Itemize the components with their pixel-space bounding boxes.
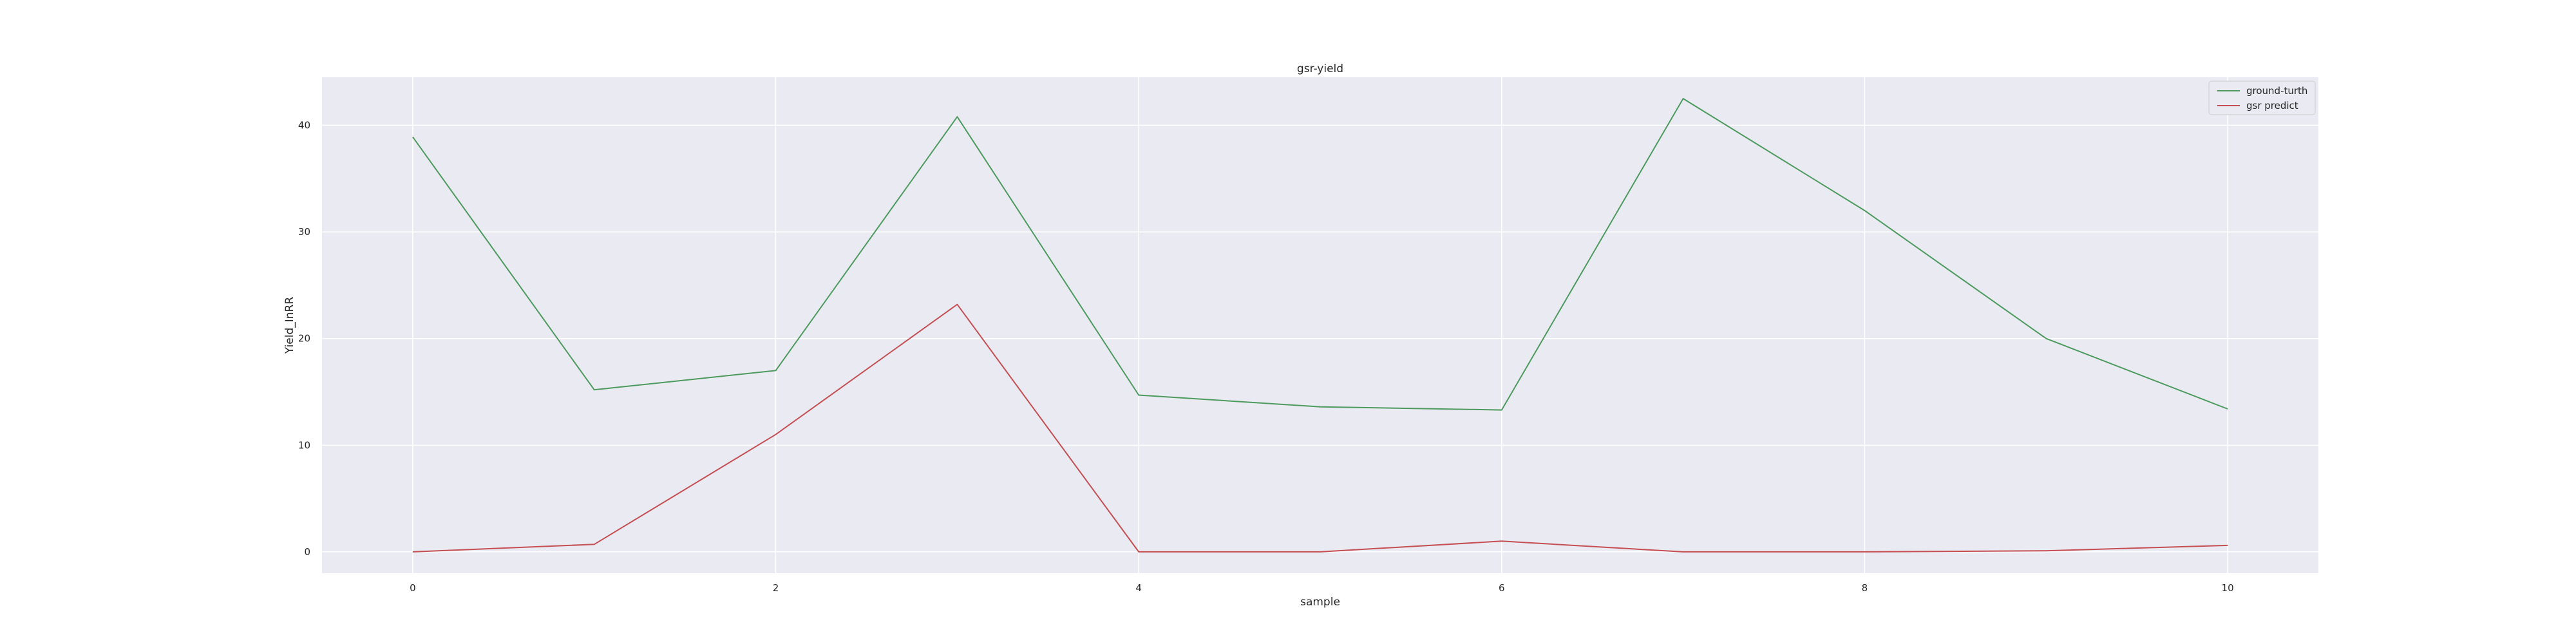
x-tick-label: 8	[1862, 582, 1868, 594]
x-tick-label: 2	[773, 582, 779, 594]
x-axis-label: sample	[1300, 596, 1340, 609]
x-tick-label: 6	[1499, 582, 1505, 594]
x-tick-labels: 0 2 4 6 8 10	[410, 582, 2234, 594]
chart-title: gsr-yield	[1297, 62, 1343, 75]
series-line-gsr-predict	[412, 303, 2228, 553]
x-tick-label: 0	[410, 582, 416, 594]
y-tick-label: 40	[298, 120, 310, 131]
legend-label-gsr-predict: gsr predict	[2246, 100, 2298, 111]
y-tick-label: 20	[298, 333, 310, 345]
y-tick-label: 10	[298, 439, 310, 451]
y-axis-label: Yield_InRR	[283, 297, 296, 355]
y-tick-label: 0	[304, 546, 310, 558]
series-lines	[412, 98, 2228, 553]
y-tick-labels: 0 10 20 30 40	[298, 120, 310, 558]
y-tick-label: 30	[298, 226, 310, 238]
x-tick-label: 4	[1135, 582, 1142, 594]
legend-label-ground-turth: ground-turth	[2246, 85, 2307, 97]
series-line-ground-turth	[412, 98, 2228, 411]
x-tick-label: 10	[2222, 582, 2234, 594]
plot-area	[322, 77, 2318, 573]
legend: ground-turth gsr predict	[2208, 80, 2316, 115]
